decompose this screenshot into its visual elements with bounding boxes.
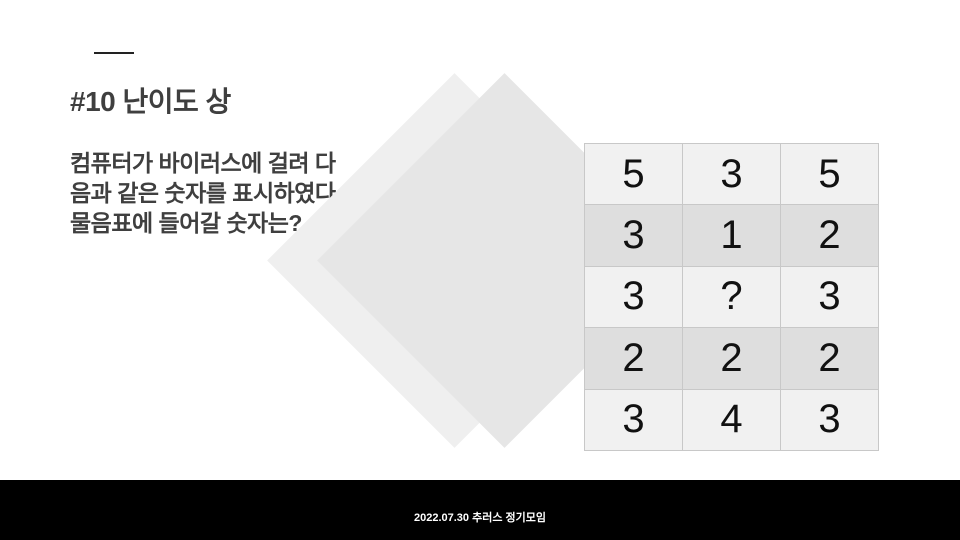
grid-row: 3 1 2	[585, 205, 879, 266]
grid-cell: 1	[683, 205, 781, 266]
number-grid: 5 3 5 3 1 2 3 ? 3 2 2 2 3 4 3	[584, 143, 879, 451]
grid-cell-question-mark: ?	[683, 266, 781, 327]
grid-cell: 3	[585, 266, 683, 327]
grid-cell: 5	[781, 144, 879, 205]
footer-bar: 2022.07.30 추러스 정기모임	[0, 480, 960, 540]
grid-cell: 4	[683, 389, 781, 450]
grid-row: 5 3 5	[585, 144, 879, 205]
grid-cell: 3	[781, 266, 879, 327]
grid-cell: 2	[781, 205, 879, 266]
slide-title: #10 난이도 상	[70, 80, 231, 120]
grid-cell: 3	[781, 389, 879, 450]
grid-cell: 3	[683, 144, 781, 205]
grid-cell: 2	[683, 328, 781, 389]
grid-cell: 5	[585, 144, 683, 205]
grid-row: 2 2 2	[585, 328, 879, 389]
footer-text: 2022.07.30 추러스 정기모임	[0, 509, 960, 525]
grid-cell: 3	[585, 389, 683, 450]
grid-cell: 2	[781, 328, 879, 389]
title-accent-line	[94, 52, 134, 54]
grid-cell: 3	[585, 205, 683, 266]
grid-row: 3 ? 3	[585, 266, 879, 327]
grid-row: 3 4 3	[585, 389, 879, 450]
grid-cell: 2	[585, 328, 683, 389]
